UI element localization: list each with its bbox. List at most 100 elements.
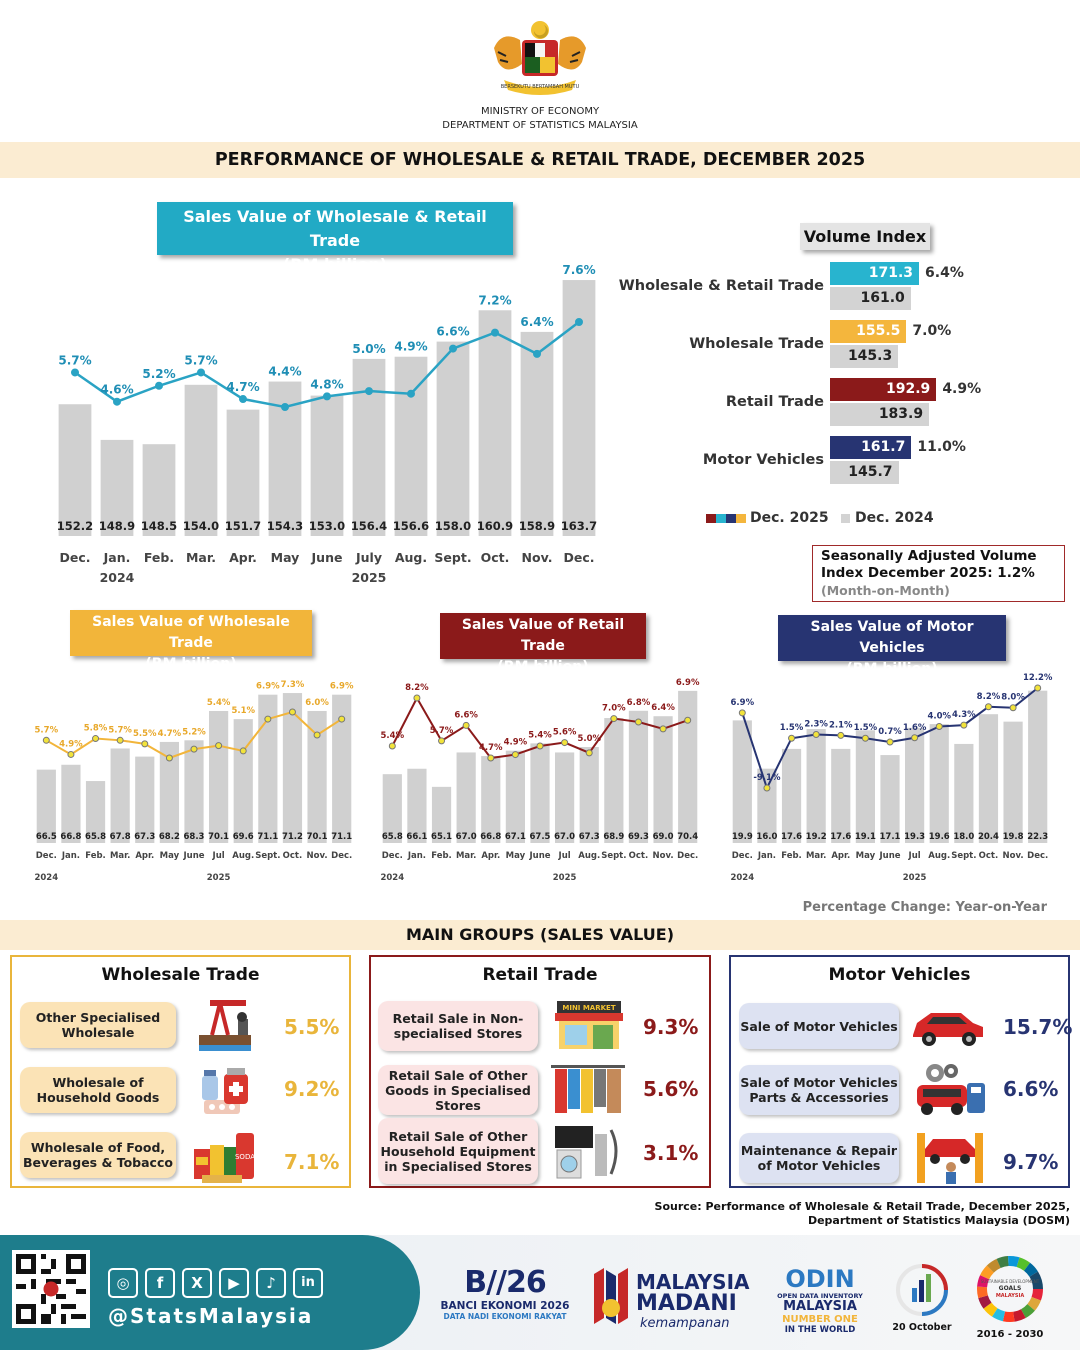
chart-bar [100,439,134,536]
source-note: Source: Performance of Wholesale & Retai… [655,1200,1070,1228]
yoy-point [511,751,519,759]
legend-2024-swatch [841,514,850,523]
category-label: Nov. [307,851,328,861]
banci-ekonomi-logo: B//26 BANCI EKONOMI 2026 DATA NADI EKONO… [435,1266,575,1332]
yoy-point [886,738,894,746]
sdg-wheel-icon: SUSTAINABLE DEVELOPMENT GOALS MALAYSIA [977,1256,1043,1322]
car-parts-icon [913,1061,989,1117]
chart-bar [678,690,698,843]
chart-bar [555,752,575,843]
chart-bar [781,748,802,843]
chart-bar [929,724,949,843]
car-icon [909,1005,987,1049]
wholesale-title-line1: Sales Value of Wholesale Trade [92,614,290,651]
bar-value-label: 163.7 [561,519,597,533]
sdg-line1: SUSTAINABLE DEVELOPMENT [981,1279,1040,1284]
category-label: Dec. [36,851,57,861]
yoy-point [155,381,163,390]
category-label: Mar. [456,851,476,861]
category-label: Jan. [61,851,80,861]
bar-value-label: 19.3 [904,832,925,842]
linkedin-icon[interactable]: in [293,1268,323,1298]
facebook-icon[interactable]: f [145,1268,175,1298]
yoy-pct-label: 5.4% [528,730,552,740]
sa-line3: (Month-on-Month) [821,583,950,598]
category-label: Dec. [563,550,594,565]
chart-bar [905,727,925,843]
bar-value-label: 65.8 [382,832,403,842]
bar-value-label: 67.5 [530,832,551,842]
yoy-pct-label: 5.2% [142,367,175,381]
x-twitter-icon[interactable]: X [182,1268,212,1298]
wholesale-item-3-pct: 7.1% [284,1150,340,1174]
instagram-icon[interactable]: ◎ [108,1268,138,1298]
category-label: Dec. [382,851,403,861]
chart-bar [604,718,624,843]
yoy-pct-label: 5.5% [133,729,157,739]
yoy-point [788,734,796,742]
canned-food-icon: SODA [192,1125,256,1187]
category-label: June [311,550,343,565]
category-label: Aug. [232,851,254,861]
category-label: Oct. [629,851,649,861]
chart-bar [85,781,106,843]
motor-item-3-pct: 9.7% [1003,1150,1059,1174]
yoy-pct-label: 6.4% [520,315,553,329]
yoy-pct-label: 4.0% [927,711,951,721]
chart-bar [530,743,550,843]
chart-bar [159,741,179,843]
yoy-point [1034,684,1042,692]
bar-value-label: 154.0 [183,519,219,533]
yoy-point [575,318,583,326]
vi-category-label: Wholesale & Retail Trade [618,278,824,294]
youtube-icon[interactable]: ▶ [219,1268,249,1298]
yoy-point [413,694,421,702]
yoy-pct-label: 6.9% [731,698,755,708]
bar-value-label: 19.2 [806,832,827,842]
chart-bar [431,786,452,843]
chart-bar [456,752,476,843]
chart-bar [505,750,525,843]
retail-chart-title: Sales Value of Retail Trade (RM billion) [440,613,646,675]
qr-code[interactable] [12,1250,90,1328]
bar-value-label: 66.1 [406,832,427,842]
yoy-pct-label: 5.8% [84,724,108,734]
ministry-line2: DEPARTMENT OF STATISTICS MALAYSIA [442,120,638,131]
yoy-point [491,328,499,337]
chart-bar [233,719,253,843]
yoy-point [738,709,746,717]
year-label: 2025 [553,873,577,883]
volume-index-legend: Dec. 2025 Dec. 2024 [706,510,946,528]
main-chart-title-line1: Sales Value of Wholesale & Retail Trade [183,207,487,250]
bar-value-label: 20.4 [978,832,999,842]
chart-bar [258,694,278,843]
category-label: Aug. [928,851,950,861]
chart-bar [1028,690,1048,843]
year-label: 2024 [34,873,58,883]
category-label: May [506,851,526,861]
madani-emblem-icon [594,1268,628,1324]
motor-chart-title: Sales Value of Motor Vehicles (RM billio… [778,615,1006,677]
vi-bar-2024: 145.3 [830,345,899,368]
tiktok-icon[interactable]: ♪ [256,1268,286,1298]
yoy-pct-label: 4.6% [100,383,133,397]
category-label: Sept. [601,851,626,861]
social-handle[interactable]: @StatsMalaysia [108,1304,314,1328]
chart-bar [61,764,81,843]
yoy-point [338,715,346,723]
yoy-pct-label: 5.0% [352,342,385,356]
motor-item-2-pct: 6.6% [1003,1077,1059,1101]
yoy-pct-label: 5.7% [58,353,91,367]
bar-value-label: 70.1 [208,832,229,842]
yoy-point [684,716,692,724]
bar-value-label: 67.3 [134,832,155,842]
category-label: Jan. [407,851,426,861]
wholesale-panel: Wholesale Trade Other Specialised Wholes… [10,955,351,1188]
category-label: June [182,851,204,861]
yoy-point [388,742,396,750]
bar-value-label: 156.4 [351,519,387,533]
wholesale-item-2-label: Wholesale of Household Goods [20,1067,176,1113]
category-label: Jul [212,851,225,861]
bar-value-label: 69.3 [628,832,649,842]
main-chart-title-line2: (RM billion) [282,255,388,274]
